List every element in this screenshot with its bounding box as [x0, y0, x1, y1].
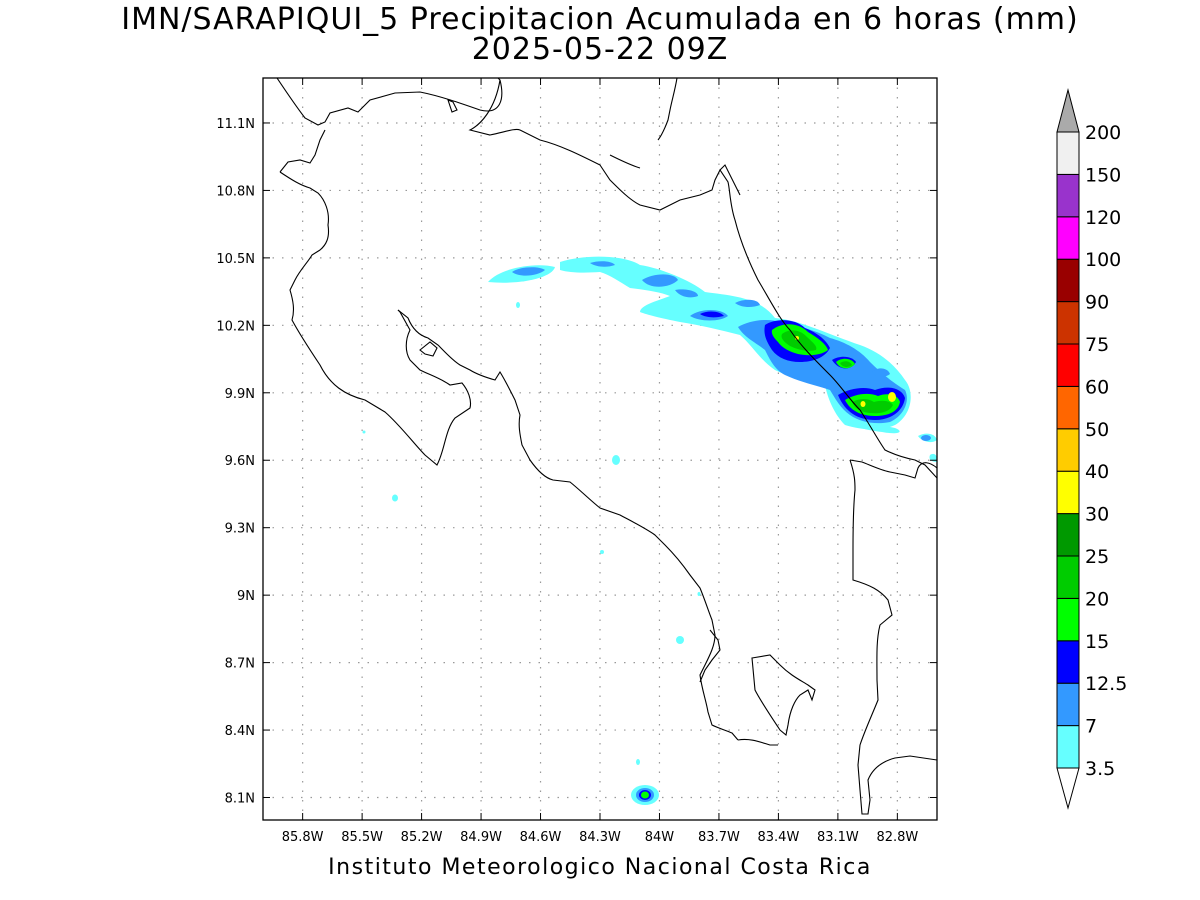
colorbar-label: 100 [1085, 249, 1121, 271]
colorbar-swatch [1056, 258, 1080, 303]
colorbar-swatch [1056, 173, 1080, 218]
y-tick-label: 9N [237, 589, 255, 604]
colorbar-label: 50 [1085, 419, 1109, 441]
colorbar-swatch [1056, 131, 1080, 175]
colorbar-label: 120 [1085, 207, 1121, 229]
colorbar-lower-arrow [1056, 767, 1080, 810]
y-tick-label: 11.1N [216, 117, 255, 132]
chart-title: IMN/SARAPIQUI_5 Precipitacion Acumulada … [121, 2, 1079, 37]
precipitation-field [362, 256, 937, 805]
colorbar-swatch [1056, 343, 1080, 387]
y-tick-label: 10.5N [216, 252, 255, 267]
x-tick-label: 83.7W [698, 830, 740, 845]
coastlines-and-borders [276, 78, 937, 815]
colorbar-label: 60 [1085, 376, 1109, 398]
y-tick-label: 9.3N [225, 522, 255, 537]
colorbar-swatch [1056, 682, 1080, 727]
colorbar-label: 12.5 [1085, 673, 1127, 695]
x-tick-label: 82.8W [876, 830, 918, 845]
y-tick-label: 9.6N [225, 454, 255, 469]
map-gridlines [263, 78, 937, 820]
colorbar-swatch [1056, 640, 1080, 684]
map-panel: 85.8W 85.5W 85.2W 84.9W 84.6W 84.3W 84W 83.7W 83… [216, 77, 938, 845]
x-tick-label: 85.2W [401, 830, 443, 845]
colorbar-label: 3.5 [1085, 758, 1115, 780]
x-tick-label: 84.9W [460, 830, 502, 845]
x-tick-label: 85.5W [341, 830, 383, 845]
x-tick-label: 83.4W [758, 830, 800, 845]
colorbar-label: 25 [1085, 546, 1109, 568]
x-tick-label: 85.8W [282, 830, 324, 845]
footer-credit: Instituto Meteorologico Nacional Costa R… [328, 855, 872, 880]
colorbar-upper-arrow [1056, 88, 1080, 133]
colorbar-swatch [1056, 216, 1080, 260]
colorbar-swatch [1056, 301, 1080, 345]
map-axes: 85.8W 85.5W 85.2W 84.9W 84.6W 84.3W 84W 83.7W 83… [216, 78, 937, 845]
x-tick-label: 84.6W [520, 830, 562, 845]
colorbar-swatch [1056, 428, 1080, 472]
colorbar-swatch [1056, 470, 1080, 515]
x-tick-label: 83.1W [817, 830, 859, 845]
colorbar-label: 15 [1085, 631, 1109, 653]
y-tick-label: 9.9N [225, 387, 255, 402]
colorbar-swatch [1056, 597, 1080, 642]
x-tick-label: 84W [645, 830, 675, 845]
y-tick-label: 8.4N [225, 724, 255, 739]
colorbar-swatch [1056, 725, 1080, 769]
y-tick-label: 10.8N [216, 184, 255, 199]
colorbar-label: 30 [1085, 504, 1109, 526]
colorbar-swatch [1056, 555, 1080, 599]
chart-subtitle: 2025-05-22 09Z [471, 32, 729, 67]
colorbar-label: 40 [1085, 461, 1109, 483]
colorbar-label: 200 [1085, 122, 1121, 144]
colorbar-swatch [1056, 513, 1080, 557]
colorbar-swatch [1056, 385, 1080, 430]
colorbar-label: 150 [1085, 164, 1121, 186]
colorbar-label: 7 [1085, 716, 1097, 738]
y-tick-label: 8.7N [225, 657, 255, 672]
colorbar-label: 90 [1085, 292, 1109, 314]
colorbar-label: 75 [1085, 334, 1109, 356]
y-tick-label: 8.1N [225, 792, 255, 807]
colorbar-label: 20 [1085, 588, 1109, 610]
colorbar-legend: 3.5 7 12.5 15 20 25 30 40 50 60 75 90 100 120 150 200 [1056, 88, 1127, 810]
x-tick-label: 84.3W [579, 830, 621, 845]
y-tick-label: 10.2N [216, 319, 255, 334]
